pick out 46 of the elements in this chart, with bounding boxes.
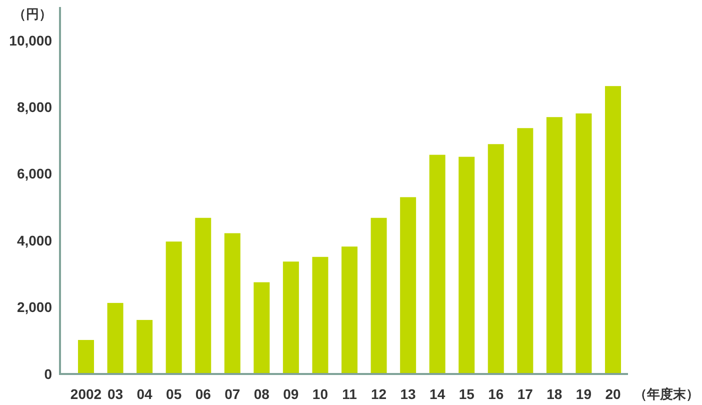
x-tick-label: 05: [166, 386, 182, 402]
bar: [107, 302, 124, 374]
x-tick-label: 2002: [70, 386, 102, 402]
bar: [488, 144, 504, 374]
x-tick-label: 16: [488, 386, 504, 402]
x-tick-label: 06: [195, 386, 212, 402]
bar: [458, 156, 475, 374]
y-axis-title: （円）: [13, 6, 52, 22]
y-tick-label: 10,000: [9, 32, 52, 48]
bar: [254, 282, 270, 374]
bar: [546, 117, 562, 374]
bar: [576, 113, 592, 374]
bar: [517, 128, 534, 374]
x-tick-label: 13: [400, 386, 416, 402]
x-tick-label: 15: [458, 386, 475, 402]
bar: [400, 197, 416, 374]
y-tick-label: 4,000: [16, 232, 52, 248]
bar: [342, 246, 358, 374]
bar: [282, 262, 299, 374]
x-tick-label: 08: [254, 386, 270, 402]
bar: [429, 154, 446, 374]
x-tick-label: 10: [312, 386, 328, 402]
x-tick-label: 17: [517, 386, 534, 402]
y-tick-label: 8,000: [16, 98, 52, 115]
bar: [195, 218, 212, 374]
bar: [78, 340, 94, 374]
bar: [370, 218, 387, 374]
bar: [166, 242, 182, 374]
bar: [224, 233, 240, 374]
x-tick-label: 07: [224, 386, 240, 402]
x-tick-label: 14: [430, 386, 446, 402]
x-tick-label: 11: [342, 386, 358, 402]
x-tick-label: 09: [283, 386, 299, 402]
y-tick-label: 0: [44, 366, 52, 382]
x-tick-label: 20: [605, 386, 621, 402]
y-tick-label: 2,000: [16, 299, 52, 316]
x-axis-title: （年度末）: [634, 386, 699, 402]
x-tick-label: 03: [107, 386, 124, 402]
bar: [136, 320, 153, 374]
x-tick-label: 19: [576, 386, 592, 402]
x-tick-label: 12: [370, 386, 387, 402]
bar: [312, 256, 328, 374]
y-tick-label: 6,000: [16, 166, 52, 182]
x-tick-label: 04: [136, 386, 153, 402]
bar: [605, 86, 621, 374]
x-tick-label: 18: [546, 386, 562, 402]
